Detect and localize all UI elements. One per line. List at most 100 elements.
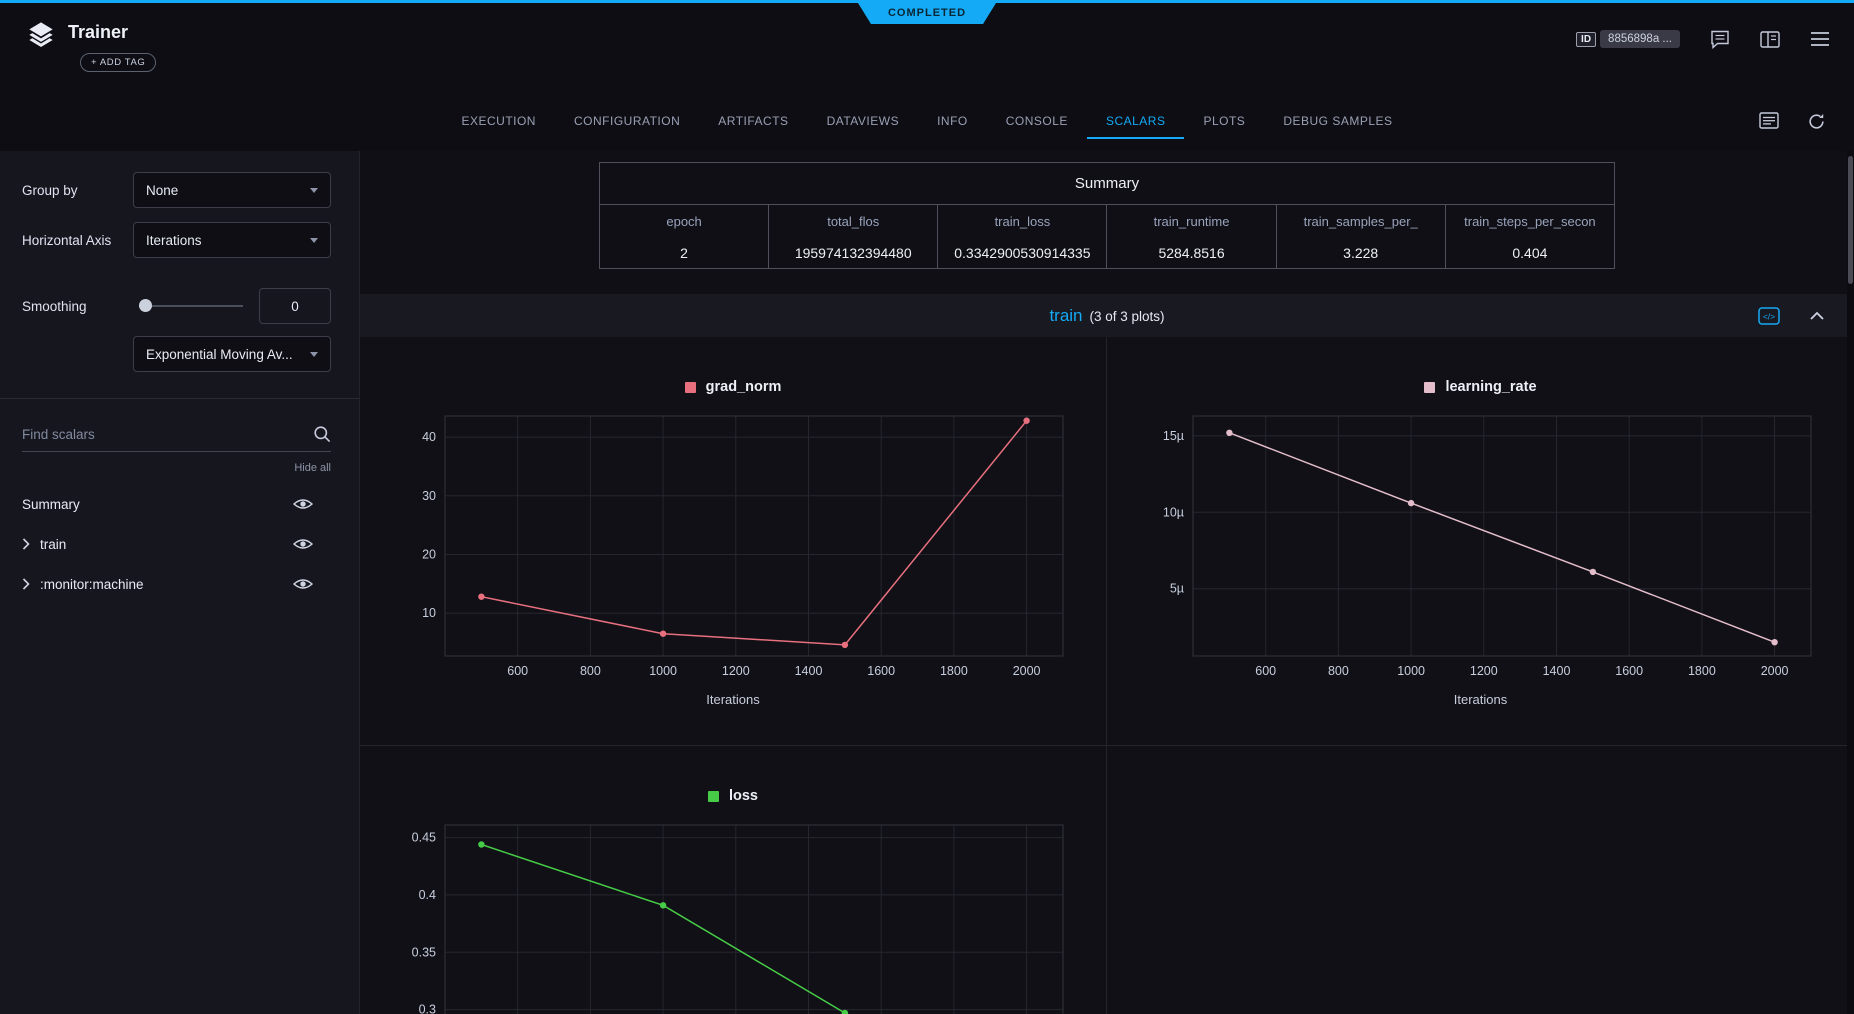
- section-title: train (3 of 3 plots): [1049, 306, 1164, 326]
- eye-icon[interactable]: [293, 497, 313, 511]
- chevron-right-icon[interactable]: [22, 538, 30, 550]
- scalars-sidebar: Group by None Horizontal Axis Iterations…: [0, 151, 360, 1014]
- table-view-icon[interactable]: [1759, 112, 1779, 131]
- header-right: ID 8856898a ...: [1576, 27, 1830, 51]
- cell-value: 0.3342900530914335: [937, 238, 1108, 269]
- cell-value: 0.404: [1444, 238, 1616, 269]
- svg-text:800: 800: [1327, 664, 1348, 678]
- legend-marker[interactable]: [707, 790, 719, 802]
- plots-grid: grad_norm 600 800 1000 1200 1400 1600 1800 2000…: [360, 337, 1854, 1014]
- plot-name: learning_rate: [1445, 379, 1537, 395]
- sidebar-divider: [0, 398, 359, 399]
- svg-text:1800: 1800: [940, 664, 968, 678]
- plot-learning-rate: learning_rate 600 800 1000 1200 1400 1600 1800…: [1107, 337, 1854, 746]
- scalar-group-summary[interactable]: Summary: [0, 484, 359, 524]
- scrollbar-thumb[interactable]: [1848, 156, 1853, 284]
- tab-console[interactable]: CONSOLE: [1005, 114, 1068, 128]
- horizontal-axis-label: Horizontal Axis: [22, 232, 112, 248]
- header-left: Trainer + ADD TAG: [26, 18, 157, 97]
- panel-icon[interactable]: [1760, 30, 1780, 48]
- add-tag-button[interactable]: + ADD TAG: [80, 53, 157, 72]
- tab-info[interactable]: INFO: [937, 114, 968, 128]
- plot-loss: loss 6008001000120014001600180020000.30.…: [360, 746, 1107, 1014]
- tab-dataviews[interactable]: DATAVIEWS: [826, 114, 900, 128]
- grad-norm-chart[interactable]: 600 800 1000 1200 1400 1600 1800 2000 10 20 30 40: [387, 408, 1079, 686]
- scalar-group-train[interactable]: train: [0, 524, 359, 564]
- svg-text:800: 800: [580, 664, 601, 678]
- cell-value: 3.228: [1275, 238, 1446, 269]
- svg-text:0.45: 0.45: [412, 831, 436, 845]
- chevron-down-icon: [310, 187, 318, 193]
- smoothing-type-select[interactable]: Exponential Moving Av...: [133, 336, 331, 372]
- section-train-header[interactable]: train (3 of 3 plots) </>: [360, 294, 1854, 337]
- cell-value: 5284.8516: [1106, 238, 1277, 269]
- svg-text:40: 40: [422, 430, 436, 444]
- plot-title: loss: [707, 786, 758, 806]
- group-by-label: Group by: [22, 182, 78, 198]
- smoothing-value-input[interactable]: 0: [259, 288, 331, 324]
- chevron-down-icon: [310, 351, 318, 357]
- svg-text:0.35: 0.35: [412, 945, 436, 959]
- svg-text:2000: 2000: [1013, 664, 1041, 678]
- header: Trainer + ADD TAG ID 8856898a ...: [0, 3, 1854, 97]
- svg-text:2000: 2000: [1760, 664, 1788, 678]
- svg-text:15µ: 15µ: [1162, 429, 1183, 443]
- tab-execution[interactable]: EXECUTION: [461, 114, 536, 128]
- embed-code-icon[interactable]: </>: [1758, 306, 1780, 325]
- summary-table: Summary epoch total_flos train_loss trai…: [598, 162, 1616, 269]
- section-actions: </>: [1758, 294, 1824, 337]
- section-name: train: [1049, 305, 1083, 325]
- column-header: epoch: [598, 204, 770, 239]
- legend-marker[interactable]: [684, 381, 696, 393]
- section-plot-count: (3 of 3 plots): [1089, 308, 1165, 324]
- slider-knob[interactable]: [139, 299, 152, 312]
- smoothing-type-value: Exponential Moving Av...: [146, 346, 293, 362]
- tab-configuration[interactable]: CONFIGURATION: [573, 114, 681, 128]
- plot-name: loss: [728, 788, 758, 804]
- tab-debug-samples[interactable]: DEBUG SAMPLES: [1283, 114, 1393, 128]
- legend-marker[interactable]: [1424, 381, 1436, 393]
- tab-scalars[interactable]: SCALARS: [1086, 105, 1185, 139]
- find-scalars-input[interactable]: [22, 421, 331, 452]
- chevron-right-icon[interactable]: [22, 578, 30, 590]
- loss-chart[interactable]: 6008001000120014001600180020000.30.350.4…: [387, 817, 1079, 1014]
- svg-text:20: 20: [422, 548, 436, 562]
- tab-plots[interactable]: PLOTS: [1203, 114, 1246, 128]
- tab-bar: EXECUTION CONFIGURATION ARTIFACTS DATAVI…: [0, 97, 1854, 151]
- svg-text:1400: 1400: [795, 664, 823, 678]
- svg-text:0.3: 0.3: [419, 1003, 436, 1014]
- hide-all-link[interactable]: Hide all: [294, 462, 331, 474]
- svg-text:1200: 1200: [722, 664, 750, 678]
- learning-rate-chart[interactable]: 600 800 1000 1200 1400 1600 1800 2000 5µ 10µ 15µ: [1135, 408, 1827, 686]
- refresh-icon[interactable]: [1807, 112, 1826, 131]
- tab-artifacts[interactable]: ARTIFACTS: [718, 114, 789, 128]
- x-axis-title: Iterations: [706, 692, 760, 707]
- group-by-select[interactable]: None: [133, 172, 331, 208]
- group-by-value: None: [146, 182, 179, 198]
- svg-text:1800: 1800: [1687, 664, 1715, 678]
- top-accent-line: [0, 0, 1854, 3]
- svg-text:30: 30: [422, 489, 436, 503]
- scalars-main: Summary epoch total_flos train_loss trai…: [360, 151, 1854, 1014]
- status-badge: COMPLETED: [858, 3, 996, 24]
- eye-icon[interactable]: [293, 537, 313, 551]
- menu-icon[interactable]: [1810, 31, 1830, 47]
- svg-text:600: 600: [1255, 664, 1276, 678]
- plot-grad-norm: grad_norm 600 800 1000 1200 1400 1600 1800 2000…: [360, 337, 1107, 746]
- collapse-icon[interactable]: [1810, 311, 1824, 320]
- horizontal-axis-select[interactable]: Iterations: [133, 222, 331, 258]
- scrollbar[interactable]: [1847, 151, 1854, 1014]
- svg-text:600: 600: [507, 664, 528, 678]
- svg-text:10: 10: [422, 606, 436, 620]
- smoothing-label: Smoothing: [22, 298, 87, 314]
- experiment-id[interactable]: 8856898a ...: [1600, 30, 1680, 48]
- horizontal-axis-value: Iterations: [146, 232, 202, 248]
- app-logo-icon: [26, 20, 56, 97]
- smoothing-slider[interactable]: [139, 299, 243, 313]
- scalar-group-monitor-machine[interactable]: :monitor:machine: [0, 564, 359, 604]
- eye-icon[interactable]: [293, 577, 313, 591]
- id-label: ID: [1576, 31, 1597, 47]
- comment-icon[interactable]: [1710, 30, 1730, 49]
- search-icon[interactable]: [313, 425, 331, 443]
- svg-text:1000: 1000: [1397, 664, 1425, 678]
